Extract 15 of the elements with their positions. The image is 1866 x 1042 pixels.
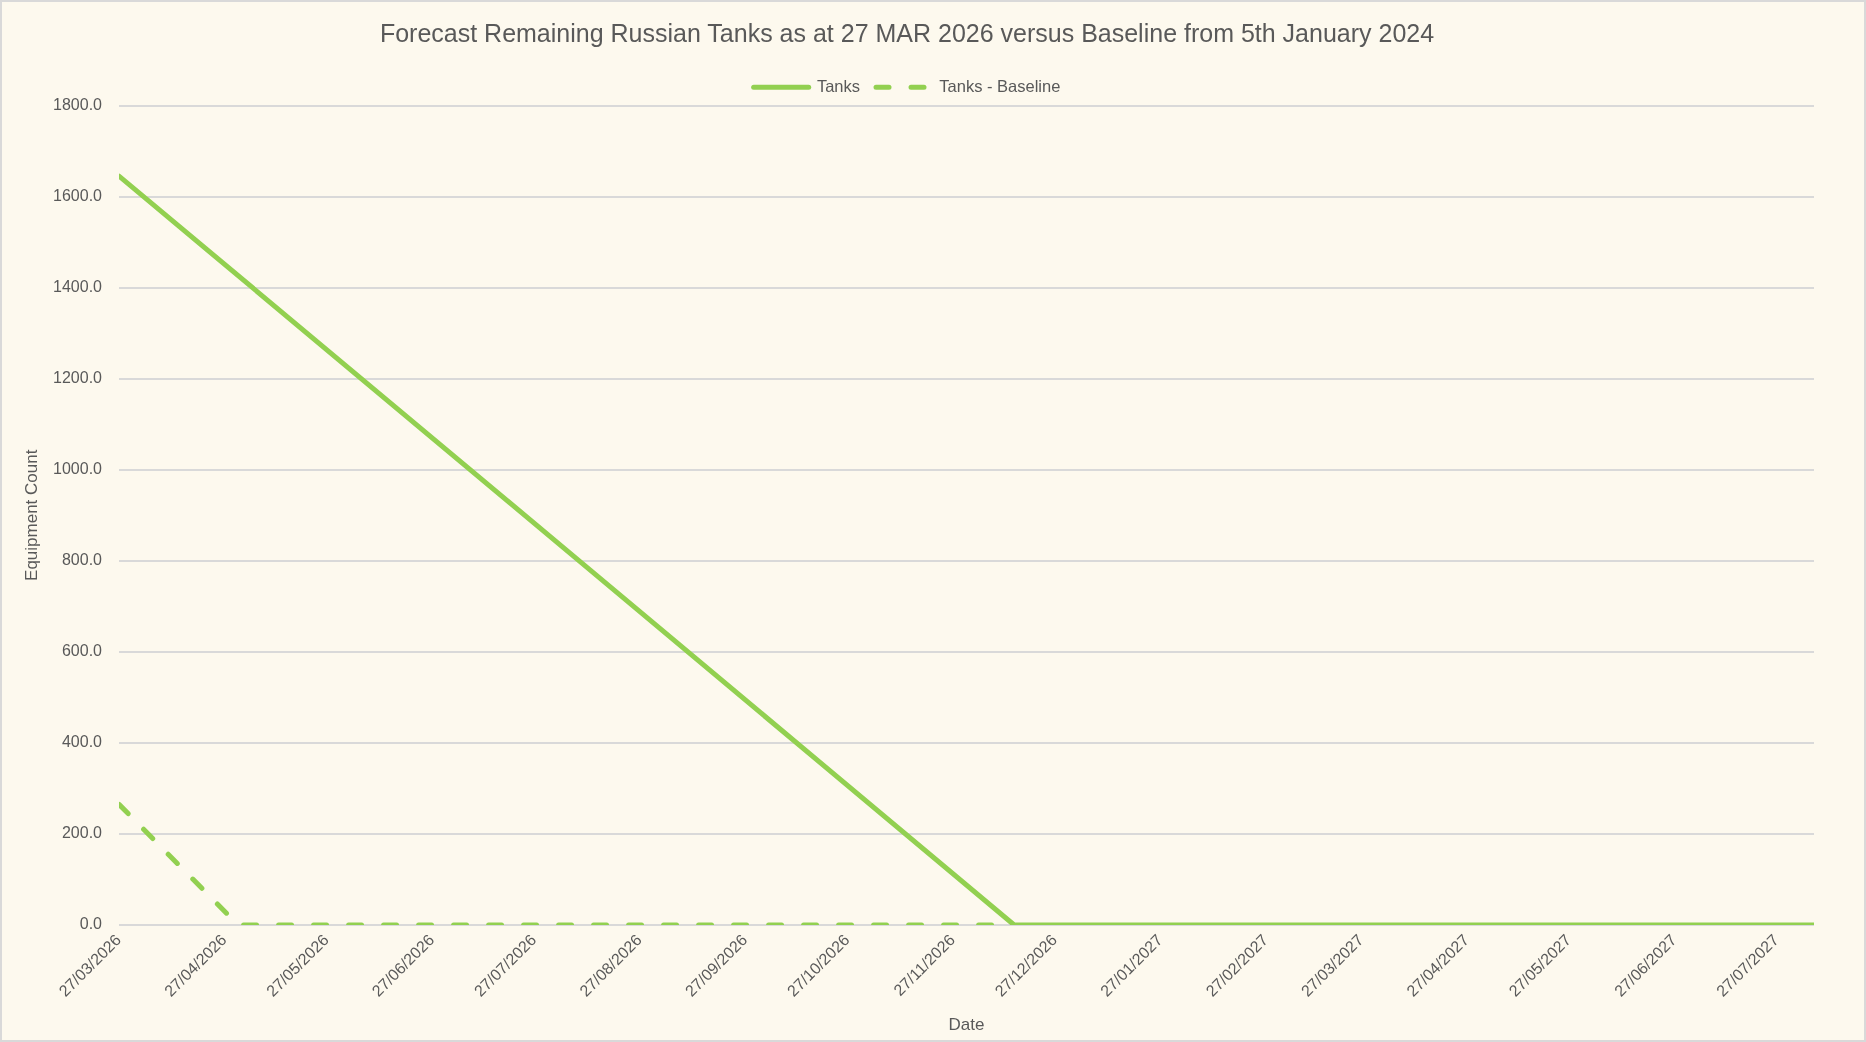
x-axis-title: Date xyxy=(948,1015,985,1035)
y-tick-label: 1400.0 xyxy=(53,278,103,296)
y-axis-title: Equipment Count xyxy=(21,449,41,581)
chart-title: Forecast Remaining Russian Tanks as at 27 MAR 2026 versus Baseline from 5th January 2024 xyxy=(379,18,1435,47)
y-tick-label: 400.0 xyxy=(61,733,103,751)
y-tick-label: 1000.0 xyxy=(53,460,103,478)
y-tick-label: 800.0 xyxy=(61,551,103,569)
y-tick-label: 1800.0 xyxy=(53,95,103,113)
y-tick-label: 0.0 xyxy=(79,915,103,933)
y-tick-label: 200.0 xyxy=(61,824,103,842)
y-tick-label: 1600.0 xyxy=(53,186,103,204)
legend-label: Tanks xyxy=(816,76,861,95)
y-tick-label: 1200.0 xyxy=(53,369,103,387)
legend-label: Tanks - Baseline xyxy=(939,76,1061,95)
y-tick-label: 600.0 xyxy=(61,642,103,660)
